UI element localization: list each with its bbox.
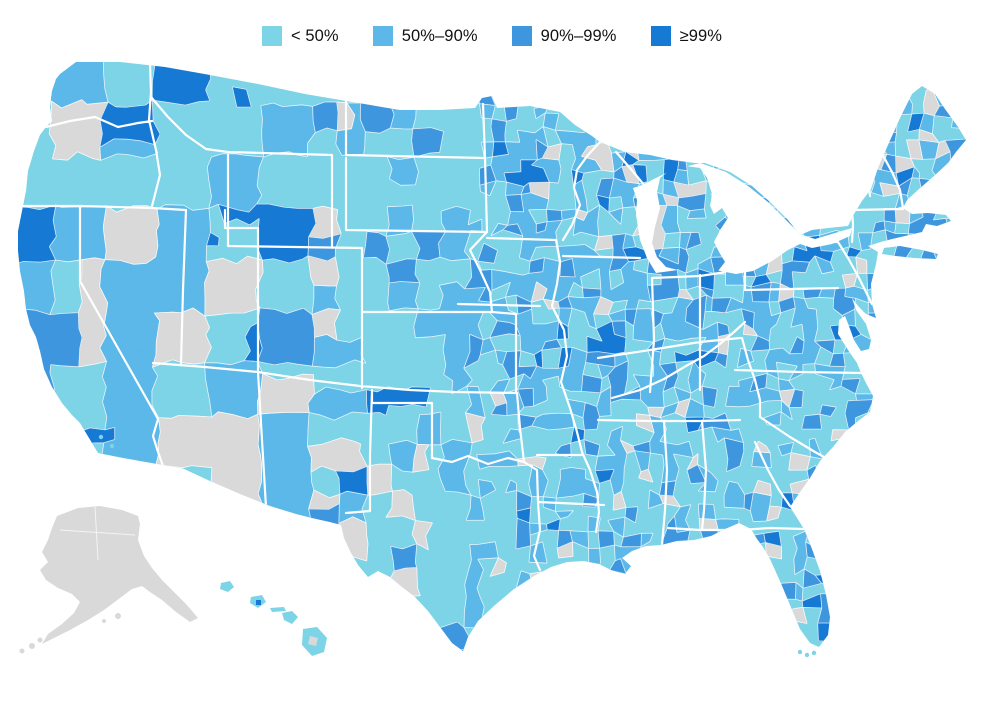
michigan-south-border [651,270,727,280]
legend-label-99plus: ≥99% [679,26,723,45]
legend-label-lt50: < 50% [290,26,339,45]
continental-us [18,62,966,651]
legend-swatch-50-90 [372,26,393,46]
legend-swatch-90-99 [511,26,532,46]
legend-item-90-99: 90%–99% [511,26,617,46]
legend-swatch-lt50 [261,26,282,46]
legend-item-50-90: 50%–90% [372,26,478,46]
legend-item-lt50: < 50% [261,26,339,46]
map-legend: < 50% 50%–90% 90%–99% ≥99% [0,26,984,46]
hawaii-islands [220,581,327,656]
legend-label-90-99: 90%–99% [540,26,617,45]
alaska [19,506,198,654]
legend-label-50-90: 50%–90% [401,26,478,45]
small-islands [98,434,817,658]
legend-item-99plus: ≥99% [650,26,723,46]
legend-swatch-99plus [650,26,671,46]
